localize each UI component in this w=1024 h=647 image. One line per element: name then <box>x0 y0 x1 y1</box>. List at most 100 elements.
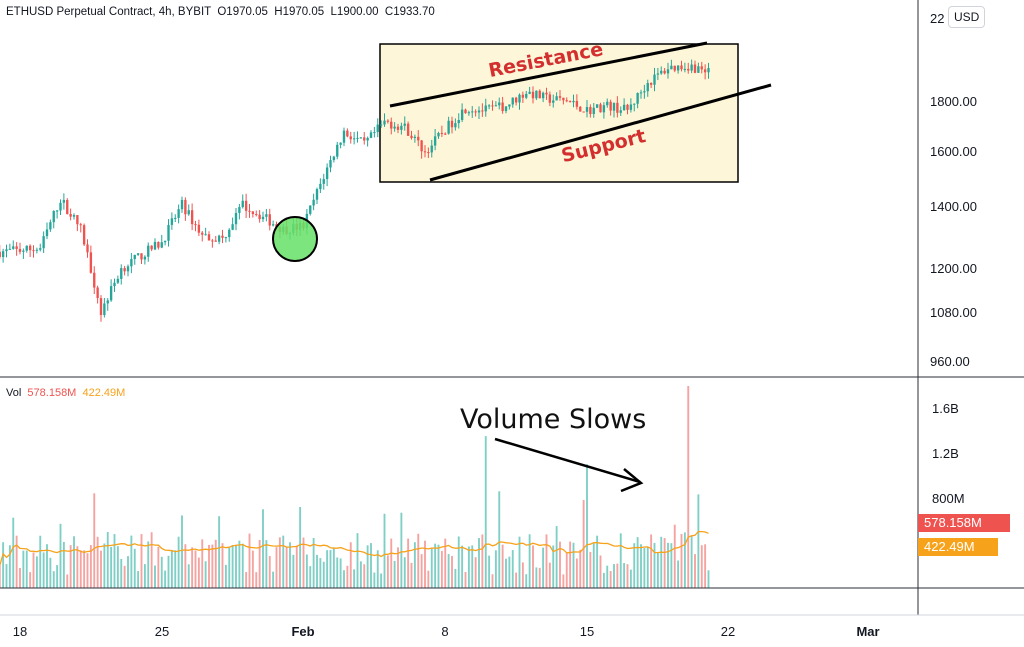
candle-body <box>481 110 484 112</box>
resistance-line <box>389 41 708 108</box>
candle-body <box>460 109 464 121</box>
volume-bar <box>258 539 261 588</box>
volume-bar <box>667 542 669 588</box>
volume-bar <box>241 543 244 588</box>
volume-bar <box>383 513 386 588</box>
volume-bar <box>228 547 231 588</box>
volume-bar <box>69 545 72 588</box>
candle-body <box>602 105 606 113</box>
candle-body <box>86 244 89 253</box>
volume-bar <box>8 545 11 588</box>
candle-body <box>390 121 393 129</box>
candle-body <box>163 240 167 243</box>
candle-body <box>514 97 518 103</box>
volume-bar <box>282 535 285 588</box>
candle-body <box>670 65 673 70</box>
volume-bar <box>336 557 339 588</box>
candle-body <box>96 287 99 299</box>
candle-body <box>680 65 683 70</box>
candle-body <box>62 199 66 203</box>
candle-body <box>217 235 221 242</box>
candle-body <box>376 124 379 133</box>
candle-body <box>582 111 585 113</box>
volume-bar <box>191 547 194 588</box>
volume-legend[interactable]: Vol 578.158M 422.49M <box>6 387 125 399</box>
volume-bar <box>25 550 28 588</box>
candle-body <box>575 100 579 107</box>
volume-bar <box>400 512 403 588</box>
volume-bar <box>687 386 690 588</box>
volume-bar <box>562 574 565 588</box>
candle-body <box>39 248 42 250</box>
volume-bar <box>89 545 92 588</box>
candle-body <box>440 132 444 134</box>
volume-bar <box>265 540 268 588</box>
volume-bar <box>437 544 440 588</box>
candle-body <box>99 298 103 316</box>
volume-bar <box>417 533 420 588</box>
currency-button[interactable]: USD <box>948 6 986 28</box>
candle-body <box>697 66 700 73</box>
candle-body <box>170 218 174 225</box>
candle-body <box>167 224 170 241</box>
symbol-legend[interactable]: ETHUSD Perpetual Contract, 4h, BYBIT O19… <box>6 6 435 18</box>
candle-body <box>579 106 582 112</box>
candle-body <box>174 217 177 219</box>
candle-body <box>93 272 96 288</box>
candle-body <box>69 213 72 217</box>
candle-body <box>649 83 653 85</box>
volume-bar <box>488 555 491 588</box>
time-axis[interactable]: 18 25 Feb 8 15 22 Mar <box>13 624 880 639</box>
candle-body <box>346 130 349 137</box>
volume-bar <box>535 567 538 588</box>
candle-body <box>444 133 447 135</box>
candle-body <box>406 123 410 136</box>
volume-bar <box>656 552 659 588</box>
candle-body <box>325 167 329 180</box>
volume-bar <box>292 554 295 588</box>
candle-body <box>703 69 707 73</box>
candle-body <box>450 120 454 128</box>
volume-bar <box>555 526 558 588</box>
candle-body <box>136 253 140 255</box>
candle-body <box>109 286 113 301</box>
candle-body <box>599 104 602 113</box>
volume-bar <box>707 570 710 588</box>
candle-body <box>538 90 541 99</box>
volume-bar <box>316 554 318 588</box>
volume-bar <box>133 548 136 588</box>
volume-bar <box>59 523 62 588</box>
candle-body <box>656 73 660 75</box>
candle-body <box>45 229 49 237</box>
ohlc-close: C1933.70 <box>384 6 435 18</box>
volume-ma-value: 422.49M <box>82 387 126 399</box>
volume-bar <box>197 557 200 588</box>
candle-body <box>572 100 575 103</box>
candle-body <box>363 137 366 141</box>
volume-bar <box>275 547 278 588</box>
candle-body <box>660 70 663 74</box>
candle-body <box>197 224 201 233</box>
candle-body <box>504 106 508 112</box>
candle-body <box>508 104 511 107</box>
volume-bar <box>410 562 413 588</box>
price-axis[interactable]: 22 1800.00 1600.00 1400.00 1200.00 1080.… <box>930 11 977 369</box>
volume-bar <box>299 506 302 588</box>
volume-axis[interactable]: 1.6B 1.2B 800M <box>932 401 965 506</box>
candle-body <box>663 70 666 74</box>
candle-body <box>616 102 619 113</box>
time-tick: 18 <box>13 624 27 639</box>
candle-body <box>565 100 568 102</box>
candle-body <box>238 207 241 213</box>
candle-body <box>153 241 157 250</box>
candle-body <box>528 91 531 94</box>
volume-bar <box>35 556 38 588</box>
volume-bar <box>397 547 399 588</box>
time-tick: Mar <box>856 624 879 639</box>
volume-bar <box>579 549 582 588</box>
volume-bar <box>569 541 572 588</box>
candle-body <box>379 124 383 126</box>
volume-bar <box>224 564 227 588</box>
volume-slows-label: Volume Slows <box>460 404 646 435</box>
